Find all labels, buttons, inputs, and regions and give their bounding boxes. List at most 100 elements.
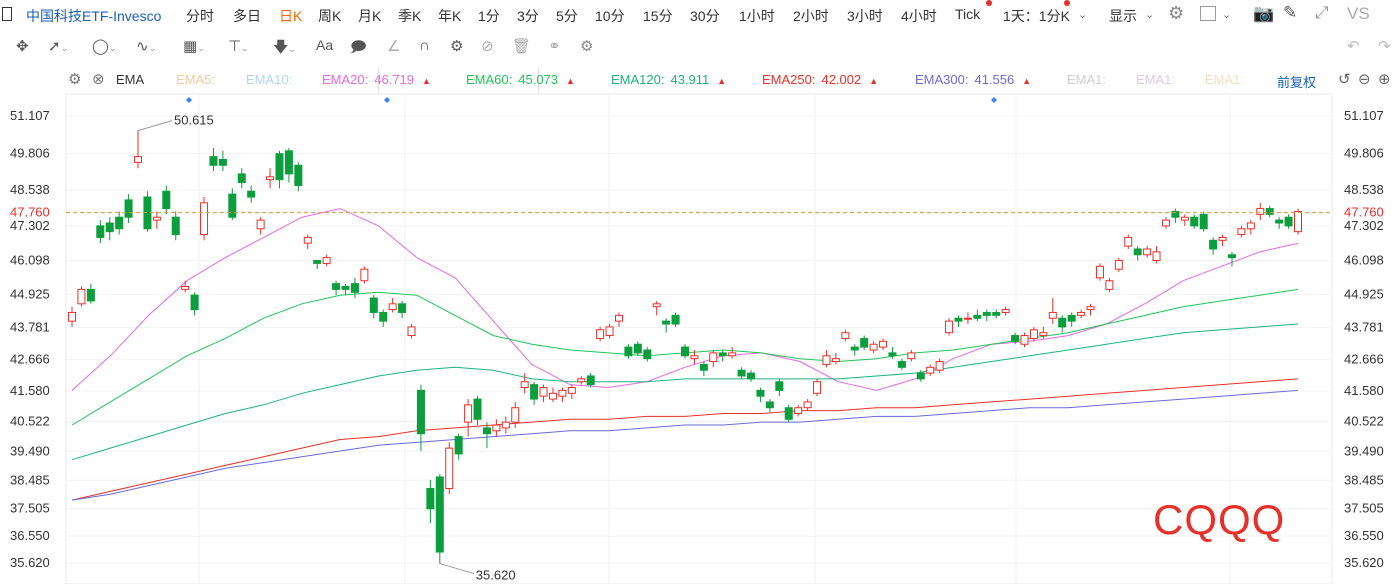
lock-icon[interactable]: ⚙ xyxy=(450,38,464,55)
period-tab[interactable]: 日K xyxy=(279,8,303,24)
period-tab[interactable]: 4小时 xyxy=(901,8,937,24)
period-tab[interactable]: 季K xyxy=(398,8,422,24)
high-marker xyxy=(137,120,173,132)
circle-tool-icon[interactable]: ◯⌄ xyxy=(92,38,117,55)
period-tab[interactable]: 3小时 xyxy=(847,8,883,24)
wave-tool-icon[interactable]: ∿⌄ xyxy=(136,38,157,55)
period-tab[interactable]: Tick xyxy=(955,6,981,22)
gear-icon[interactable]: ⚙ xyxy=(1168,3,1185,23)
ema-item[interactable]: EMA250: 42.002 ▲ xyxy=(762,72,878,87)
candle-body xyxy=(803,401,812,409)
fib-tool-icon[interactable]: ▦⌄ xyxy=(183,38,205,55)
settings-icon[interactable]: ⚙ xyxy=(580,38,594,55)
period-tab[interactable]: 2小时 xyxy=(793,8,829,24)
period-tab[interactable]: 3分 xyxy=(517,8,539,24)
period-tab[interactable]: 分时 xyxy=(186,8,214,24)
ema-item[interactable]: EMA60: 45.073 ▲ xyxy=(466,72,575,87)
ruler-icon[interactable]: ∠ xyxy=(387,38,401,55)
y-tick-label: 38.485 xyxy=(1344,472,1384,487)
period-tab[interactable]: 月K xyxy=(358,8,382,24)
drawing-toolbar: ✥ ➚⌄ ◯⌄ ∿⌄ ▦⌄ ⊤⌄ 🡇⌄ Aa 🗩 ∠ ∩ ⚙ ⊘ 🗑 ⚭ ⚙ ↶… xyxy=(0,34,1395,94)
period-tab[interactable]: 30分 xyxy=(690,8,720,24)
y-tick-label: 51.107 xyxy=(10,108,50,123)
period-tab[interactable]: 1小时 xyxy=(739,8,775,24)
text-tool-icon[interactable]: Aa xyxy=(316,37,334,53)
candle-body xyxy=(1227,254,1236,259)
chevron-down-icon[interactable]: ⌄ xyxy=(1222,9,1232,21)
hide-icon[interactable]: ⊘ xyxy=(481,38,494,55)
ema-item[interactable]: EMA10: xyxy=(246,72,292,87)
indicator-name[interactable]: EMA xyxy=(116,72,145,87)
magnet-icon[interactable]: ∩ xyxy=(419,37,430,54)
gear-icon[interactable]: ⚙ xyxy=(68,71,82,88)
candle-body xyxy=(784,407,793,420)
candle-body xyxy=(633,343,642,354)
fullscreen-icon[interactable]: ⤢ xyxy=(1315,3,1329,22)
candle-body xyxy=(530,384,539,400)
candle-body xyxy=(926,366,935,374)
close-icon[interactable]: ⊗ xyxy=(92,71,105,88)
candle-body xyxy=(718,352,727,357)
candle-body xyxy=(1161,219,1170,227)
zoom-in-icon[interactable]: ⊕ xyxy=(1378,71,1391,88)
arrow-down-icon[interactable]: 🡇⌄ xyxy=(273,39,296,56)
ema-item[interactable]: EMA1: xyxy=(1205,72,1244,87)
multi-day-selector[interactable]: 1天：1分K xyxy=(1003,8,1070,24)
candle-body xyxy=(596,329,605,339)
measure-tool-icon[interactable]: ⊤⌄ xyxy=(228,38,249,55)
candle-body xyxy=(96,225,105,238)
reset-icon[interactable]: ↺ xyxy=(1338,71,1351,88)
candle-body xyxy=(473,398,482,420)
period-tab[interactable]: 多日 xyxy=(233,8,261,24)
adjust-mode[interactable]: 前复权 xyxy=(1277,75,1317,90)
security-title[interactable]: 中国科技ETF-Invesco xyxy=(26,8,162,24)
link-icon[interactable]: ⚭ xyxy=(548,38,561,55)
ema-name: EMA60: xyxy=(466,72,513,87)
redo-icon[interactable]: ↷ xyxy=(1378,38,1391,55)
display-menu[interactable]: 显示 xyxy=(1109,8,1137,24)
candle-body xyxy=(1105,280,1114,290)
chevron-down-icon[interactable]: ⌄ xyxy=(1145,9,1155,21)
ema-item[interactable]: EMA120: 43.911 ▲ xyxy=(611,72,726,87)
ema-item[interactable]: EMA20: 46.719 ▲ xyxy=(322,72,431,87)
window-icon[interactable] xyxy=(2,7,12,21)
candle-body xyxy=(765,401,774,409)
chevron-down-icon[interactable]: ⌄ xyxy=(1078,9,1088,21)
candle-body xyxy=(1246,222,1255,230)
undo-icon[interactable]: ↶ xyxy=(1347,38,1360,55)
comment-icon[interactable]: 🗩 xyxy=(350,39,367,56)
y-axis-left: 51.107 49.806 48.538 47.302 46.098 44.925 43.7… xyxy=(10,108,50,570)
period-tab[interactable]: 10分 xyxy=(595,8,625,24)
current-price-label: 47.760 xyxy=(10,205,50,220)
ema-item[interactable]: EMA1: xyxy=(1067,72,1106,87)
candle-body xyxy=(379,311,388,322)
period-tab[interactable]: 5分 xyxy=(556,8,578,24)
zoom-out-icon[interactable]: ⊖ xyxy=(1358,71,1371,88)
pen-icon[interactable]: ✎ xyxy=(1283,3,1298,22)
ema-value: 46.719 xyxy=(374,72,415,87)
ema-item[interactable]: EMA1: xyxy=(1136,72,1175,87)
period-tab[interactable]: 周K xyxy=(318,8,342,24)
ema-item[interactable]: EMA5: xyxy=(176,72,215,87)
candle-body xyxy=(134,156,143,163)
candle-body xyxy=(558,389,567,397)
candle-body xyxy=(954,317,963,322)
camera-icon[interactable]: 📷 xyxy=(1253,4,1275,23)
candle-body xyxy=(416,389,425,435)
candle-body xyxy=(992,311,1001,316)
trash-icon[interactable]: 🗑 xyxy=(512,38,532,55)
notification-dot xyxy=(986,0,992,6)
compare-button[interactable]: VS xyxy=(1347,4,1370,23)
layout-icon[interactable] xyxy=(1200,6,1216,21)
candle-body xyxy=(77,288,86,305)
candle-body xyxy=(699,363,708,371)
line-tool-icon[interactable]: ➚⌄ xyxy=(48,38,69,55)
ema-item[interactable]: EMA300: 41.556 ▲ xyxy=(915,72,1031,87)
candle-body xyxy=(690,355,699,360)
period-tab[interactable]: 1分 xyxy=(478,8,500,24)
period-tab[interactable]: 15分 xyxy=(643,8,673,24)
move-icon[interactable]: ✥ xyxy=(16,38,29,55)
candle-body xyxy=(1114,260,1123,270)
period-tab[interactable]: 年K xyxy=(438,8,462,24)
ema-legend: ⚙ ⊗ EMA EMA5: EMA10: EMA20: 46.719 ▲ EMA60: 45… xyxy=(0,68,1395,92)
